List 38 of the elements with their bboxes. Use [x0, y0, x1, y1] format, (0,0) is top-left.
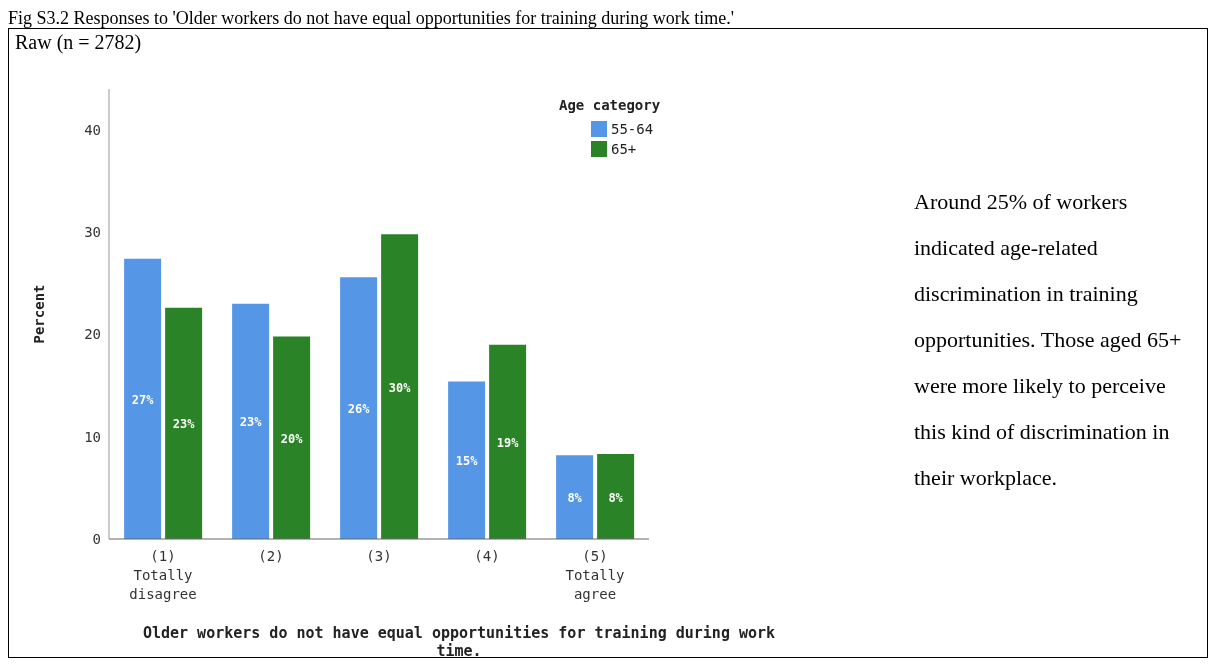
data-label: 30% [388, 380, 412, 395]
y-tick-label: 0 [92, 530, 101, 547]
y-tick-label: 40 [84, 121, 101, 138]
data-label: 20% [280, 431, 304, 446]
bar [489, 344, 527, 539]
data-label: 19% [496, 435, 520, 450]
y-tick-label: 10 [84, 428, 101, 445]
chart-title: Fig S3.2 Responses to 'Older workers do not have equal opportunities for training during work time.' [8, 8, 735, 28]
data-label: 26% [347, 402, 371, 417]
bar [597, 454, 635, 539]
x-tick-label: (3) [366, 548, 392, 564]
bar [340, 277, 378, 539]
bar [556, 455, 594, 539]
bar [124, 258, 162, 539]
text: Around 25% of workers indicated age-related discrimination in training opportunities. Those aged 65+ were more likely to perceive this kind of discrimination in their workplace. [914, 188, 1183, 492]
y-axis-title: Percent [30, 284, 47, 344]
data-label: 27% [131, 392, 155, 407]
legend-label: 55-64 [611, 121, 654, 137]
y-tick-label: 20 [84, 326, 101, 343]
data-label: 15% [455, 454, 479, 469]
y-tick-label: 30 [84, 224, 101, 241]
bar [381, 234, 419, 539]
x-tick-label: (4) [474, 548, 500, 564]
x-tick-label: (1) Totally disagree [129, 548, 197, 602]
data-label: 8% [567, 491, 583, 506]
x-axis-title: Older workers do not have equal opportunities for training during work time. [141, 624, 777, 660]
bar [273, 336, 311, 539]
bar [232, 303, 270, 539]
data-label: 23% [239, 415, 263, 430]
legend-label: 65+ [611, 141, 637, 157]
legend-title: Age category [559, 97, 662, 113]
data-label: 8% [608, 490, 624, 505]
chart-subtitle: Raw (n = 2782) [14, 30, 143, 56]
bar [165, 307, 203, 539]
bar [448, 381, 486, 539]
data-label: 23% [172, 417, 196, 432]
x-tick-label: (5) Totally agree [565, 548, 625, 602]
x-tick-label: (2) [258, 548, 284, 564]
